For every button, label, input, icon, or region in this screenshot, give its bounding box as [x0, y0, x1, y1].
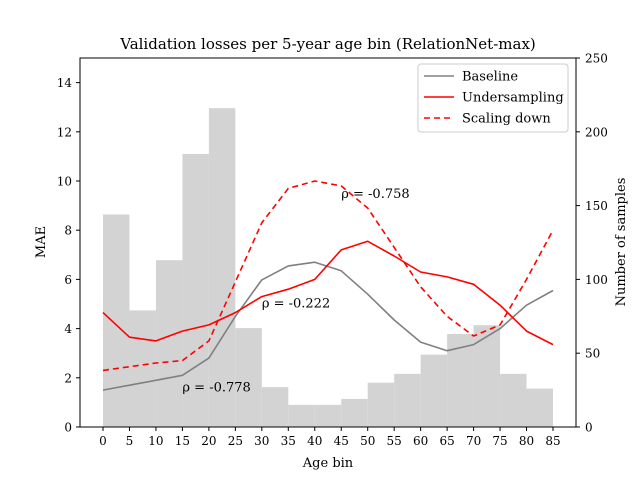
x-tick-label: 40 — [307, 434, 322, 448]
y2-tick-label: 0 — [585, 421, 593, 435]
y-tick-label: 2 — [64, 371, 72, 385]
y2-tick-label: 50 — [585, 347, 600, 361]
x-tick-label: 20 — [201, 434, 216, 448]
y-tick-label: 10 — [57, 175, 72, 189]
y-axis-label: MAE — [34, 226, 49, 258]
legend-label-scaling-down: Scaling down — [462, 112, 551, 127]
series-line-scaling-down — [102, 180, 554, 372]
x-tick-label: 5 — [126, 434, 134, 448]
y2-axis-label: Number of samples — [614, 178, 629, 307]
histogram-bar — [155, 260, 183, 427]
histogram-bar — [526, 388, 553, 427]
x-tick-label: 50 — [360, 434, 375, 448]
x-tick-label: 35 — [281, 434, 296, 448]
x-axis: 0 5 10 15 20 25 30 35 40 45 50 55 60 65 70 75 80 85 — [99, 427, 561, 448]
x-tick-label: 15 — [175, 434, 190, 448]
x-tick-label: 60 — [413, 434, 428, 448]
plot-frame — [79, 57, 577, 428]
histogram-bar — [500, 373, 527, 427]
histogram-bar — [341, 398, 368, 427]
chart-title: Validation losses per 5-year age bin (Re… — [119, 35, 536, 53]
histogram-bar — [208, 108, 236, 428]
histogram-bar — [182, 153, 209, 427]
legend-label-baseline: Baseline — [462, 70, 518, 85]
x-axis-label: Age bin — [302, 456, 354, 471]
histogram-bar — [129, 310, 156, 427]
histogram-bar — [261, 387, 289, 427]
x-tick-label: 75 — [492, 434, 507, 448]
x-tick-label: 80 — [519, 434, 534, 448]
correlation-annotation: ρ = -0.758 — [341, 187, 409, 202]
x-tick-label: 65 — [439, 434, 454, 448]
histogram-bar — [473, 325, 501, 427]
y2-tick-label: 100 — [585, 273, 608, 287]
annotations: ρ = -0.778 ρ = -0.222 ρ = -0.758 — [182, 187, 409, 395]
histogram-bar — [420, 354, 448, 427]
x-tick-label: 10 — [148, 434, 163, 448]
histogram-bar — [103, 214, 130, 427]
y2-tick-label: 200 — [585, 125, 608, 139]
correlation-annotation: ρ = -0.778 — [182, 380, 250, 395]
y-tick-label: 4 — [64, 322, 72, 336]
histogram-bar — [367, 382, 395, 427]
series-line-undersampling — [102, 240, 554, 346]
correlation-annotation: ρ = -0.222 — [262, 297, 330, 312]
x-tick-label: 70 — [466, 434, 481, 448]
y-tick-label: 6 — [64, 273, 72, 287]
x-tick-label: 85 — [545, 434, 560, 448]
x-tick-label: 45 — [334, 434, 349, 448]
y-tick-label: 14 — [57, 76, 73, 90]
histogram-bar — [235, 328, 262, 427]
y2-tick-label: 150 — [585, 199, 608, 213]
x-tick-label: 25 — [228, 434, 243, 448]
y-axis-left: 0 2 4 6 8 10 12 14 — [57, 76, 80, 435]
x-tick-label: 0 — [99, 434, 107, 448]
y2-tick-label: 250 — [585, 52, 608, 66]
x-tick-label: 30 — [254, 434, 269, 448]
histogram-bar — [394, 373, 421, 427]
x-tick-label: 55 — [387, 434, 402, 448]
y-tick-label: 0 — [64, 421, 72, 435]
y-tick-label: 8 — [64, 224, 72, 238]
series-lines — [102, 180, 554, 391]
series-line-baseline — [102, 261, 554, 391]
histogram-bar — [288, 404, 315, 427]
y-axis-right: 0 50 100 150 200 250 — [576, 52, 608, 435]
legend: Baseline Undersampling Scaling down — [417, 63, 569, 133]
y-tick-label: 12 — [57, 125, 72, 139]
legend-label-undersampling: Undersampling — [462, 91, 564, 106]
histogram — [103, 108, 553, 428]
histogram-bar — [314, 404, 342, 427]
legend-box — [417, 63, 569, 133]
